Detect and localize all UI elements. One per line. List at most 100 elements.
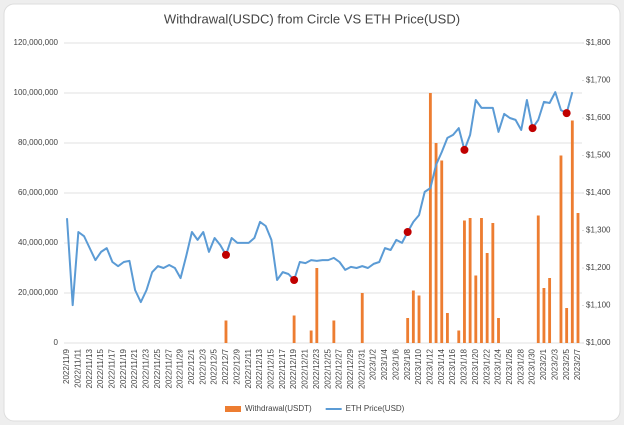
bar bbox=[411, 290, 415, 343]
bar bbox=[417, 295, 421, 343]
x-tick-label: 2022/11/17 bbox=[108, 348, 117, 388]
y-tick-label: 100,000,000 bbox=[14, 88, 59, 97]
x-tick-label: 2023/2/7 bbox=[573, 348, 582, 380]
x-tick-label: 2023/1/10 bbox=[414, 348, 423, 384]
bar bbox=[565, 308, 569, 343]
x-tick-label: 2022/11/11 bbox=[73, 348, 82, 387]
bar bbox=[491, 223, 495, 343]
x-tick-label: 2023/1/12 bbox=[425, 348, 434, 384]
x-tick-label: 2023/1/16 bbox=[448, 348, 457, 384]
y2-tick-label: $1,700 bbox=[586, 76, 611, 85]
x-tick-label: 2022/12/27 bbox=[335, 348, 344, 389]
x-tick-label: 2022/12/5 bbox=[210, 348, 219, 384]
bar bbox=[434, 143, 438, 343]
bar bbox=[559, 155, 563, 343]
y2-tick-label: $1,400 bbox=[586, 188, 611, 197]
bar bbox=[360, 293, 364, 343]
legend-swatch bbox=[225, 406, 241, 412]
x-tick-label: 2023/1/30 bbox=[528, 348, 537, 384]
bar bbox=[463, 220, 466, 343]
x-tick-label: 2022/11/21 bbox=[130, 348, 139, 388]
x-tick-label: 2023/1/18 bbox=[460, 348, 469, 384]
bar bbox=[440, 160, 444, 343]
x-tick-label: 2023/1/6 bbox=[391, 348, 400, 380]
bar bbox=[536, 215, 540, 343]
bar bbox=[406, 318, 410, 343]
y2-tick-label: $1,600 bbox=[586, 113, 611, 122]
bar bbox=[480, 218, 483, 343]
y2-tick-label: $1,000 bbox=[586, 338, 611, 347]
y-tick-label: 20,000,000 bbox=[18, 288, 59, 297]
highlight-point bbox=[403, 228, 412, 236]
x-tick-label: 2022/11/13 bbox=[85, 348, 94, 388]
y-tick-label: 60,000,000 bbox=[18, 188, 59, 197]
bar bbox=[315, 268, 319, 343]
bar bbox=[485, 253, 489, 343]
x-tick-label: 2022/12/19 bbox=[289, 348, 298, 389]
y-tick-label: 40,000,000 bbox=[18, 238, 59, 247]
x-tick-label: 2023/1/14 bbox=[437, 348, 446, 384]
y2-tick-label: $1,800 bbox=[586, 38, 611, 47]
x-tick-label: 2022/11/19 bbox=[119, 348, 128, 388]
bar bbox=[457, 330, 461, 343]
x-tick-label: 2022/12/29 bbox=[346, 348, 355, 389]
x-tick-label: 2023/1/20 bbox=[471, 348, 480, 384]
y2-tick-label: $1,300 bbox=[586, 226, 611, 235]
highlight-point bbox=[460, 145, 469, 154]
bar bbox=[576, 213, 580, 343]
x-tick-label: 2022/12/7 bbox=[221, 348, 230, 384]
bar bbox=[468, 218, 472, 343]
chart-title: Withdrawal(USDC) from Circle VS ETH Pric… bbox=[164, 11, 460, 26]
highlight-point bbox=[528, 124, 537, 133]
bar bbox=[570, 120, 574, 343]
highlight-point bbox=[562, 109, 571, 118]
x-tick-label: 2022/11/9 bbox=[62, 348, 71, 384]
x-tick-label: 2022/12/31 bbox=[357, 348, 366, 389]
bar bbox=[548, 278, 552, 343]
x-tick-label: 2023/2/3 bbox=[550, 348, 559, 380]
x-tick-label: 2022/11/29 bbox=[176, 348, 185, 388]
bar bbox=[497, 318, 500, 343]
x-tick-label: 2022/12/1 bbox=[187, 348, 196, 384]
y2-tick-label: $1,200 bbox=[586, 263, 611, 272]
x-tick-label: 2023/1/28 bbox=[516, 348, 525, 384]
x-tick-label: 2022/12/15 bbox=[267, 348, 276, 389]
x-tick-label: 2022/12/17 bbox=[278, 348, 287, 389]
highlight-point bbox=[221, 250, 230, 259]
bar bbox=[224, 320, 228, 343]
x-tick-label: 2023/1/8 bbox=[403, 348, 412, 380]
x-tick-label: 2022/12/23 bbox=[312, 348, 321, 389]
bar bbox=[542, 288, 546, 343]
bar bbox=[445, 313, 449, 343]
bar bbox=[474, 275, 478, 343]
y-tick-label: 120,000,000 bbox=[14, 38, 59, 47]
line bbox=[66, 91, 574, 307]
x-tick-label: 2022/12/9 bbox=[232, 348, 241, 384]
bar bbox=[428, 93, 432, 343]
x-tick-label: 2023/2/1 bbox=[539, 348, 548, 380]
x-tick-label: 2022/11/27 bbox=[164, 348, 173, 388]
x-tick-label: 2023/1/26 bbox=[505, 348, 514, 384]
x-tick-label: 2022/12/11 bbox=[244, 348, 253, 388]
y-tick-label: 80,000,000 bbox=[18, 138, 59, 147]
x-tick-label: 2023/1/4 bbox=[380, 348, 389, 380]
bar bbox=[292, 315, 296, 343]
x-tick-label: 2023/1/24 bbox=[494, 348, 503, 384]
x-tick-label: 2022/11/23 bbox=[142, 348, 151, 388]
x-tick-label: 2023/1/2 bbox=[369, 348, 378, 380]
bar bbox=[332, 320, 336, 343]
x-tick-label: 2022/11/15 bbox=[96, 348, 105, 388]
y-tick-label: 0 bbox=[54, 338, 59, 347]
x-tick-label: 2022/12/3 bbox=[198, 348, 207, 384]
x-tick-label: 2023/1/22 bbox=[482, 348, 491, 384]
x-tick-label: 2023/2/5 bbox=[562, 348, 571, 380]
legend-label: ETH Price(USD) bbox=[346, 404, 405, 413]
bar bbox=[309, 330, 313, 343]
card bbox=[3, 3, 621, 422]
x-tick-label: 2022/11/25 bbox=[153, 348, 162, 388]
highlight-point bbox=[290, 276, 299, 284]
x-tick-label: 2022/12/21 bbox=[301, 348, 310, 389]
x-tick-label: 2022/12/25 bbox=[323, 348, 332, 389]
